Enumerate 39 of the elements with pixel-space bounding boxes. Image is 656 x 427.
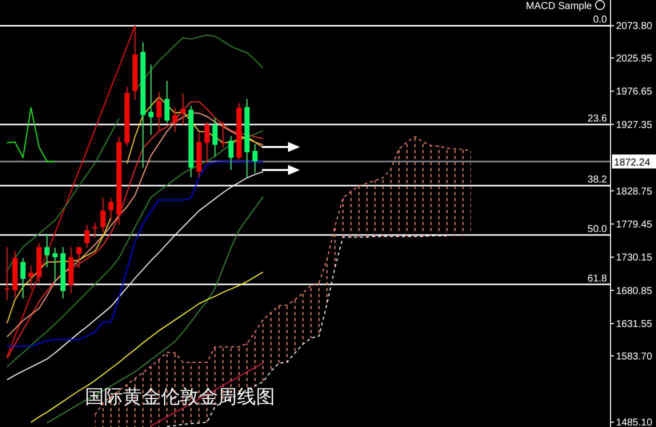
candlestick: [108, 198, 114, 221]
candlestick: [172, 107, 178, 133]
candlestick: [44, 233, 50, 268]
candlestick: [84, 224, 90, 248]
candlestick: [52, 247, 58, 283]
candlestick: [100, 198, 106, 233]
y-tick-label: 1730.15: [616, 252, 653, 264]
candlestick: [212, 117, 218, 158]
candlestick: [252, 144, 258, 174]
annotation: 23.6: [588, 114, 608, 125]
y-tick-label: 1976.65: [616, 86, 653, 98]
y-tick-label: 2025.95: [616, 53, 653, 64]
y-tick-label: 1779.45: [616, 219, 653, 230]
candlestick: [228, 136, 234, 170]
y-tick-label: 1927.35: [616, 120, 653, 131]
y-tick-label: 2073.80: [616, 21, 653, 32]
annotation: MACD Sample: [526, 1, 592, 12]
candlestick: [164, 80, 170, 124]
annotation: 0.0: [593, 14, 608, 26]
candlestick: [28, 264, 34, 290]
y-tick-label: 1583.70: [616, 351, 653, 362]
candlestick: [76, 246, 82, 269]
y-tick-label: 1631.55: [616, 319, 653, 330]
y-tick-label: 1828.75: [616, 186, 653, 198]
candlestick: [148, 64, 154, 136]
candlestick: [220, 121, 226, 149]
y-tick-label: 1485.10: [616, 418, 653, 427]
line-series: [6, 107, 56, 162]
y-tick-label: 1680.85: [616, 286, 653, 297]
candlestick: [204, 121, 210, 164]
candlestick: [92, 222, 98, 238]
candlestick: [4, 246, 10, 301]
annotation: 38.2: [588, 174, 608, 186]
candlestick: [20, 257, 26, 299]
candlestick: [180, 93, 186, 126]
candlestick: [156, 91, 162, 133]
annotation: 50.0: [588, 224, 608, 236]
ref-line-label: 1872.24: [614, 157, 651, 168]
annotation: 61.8: [588, 273, 608, 284]
